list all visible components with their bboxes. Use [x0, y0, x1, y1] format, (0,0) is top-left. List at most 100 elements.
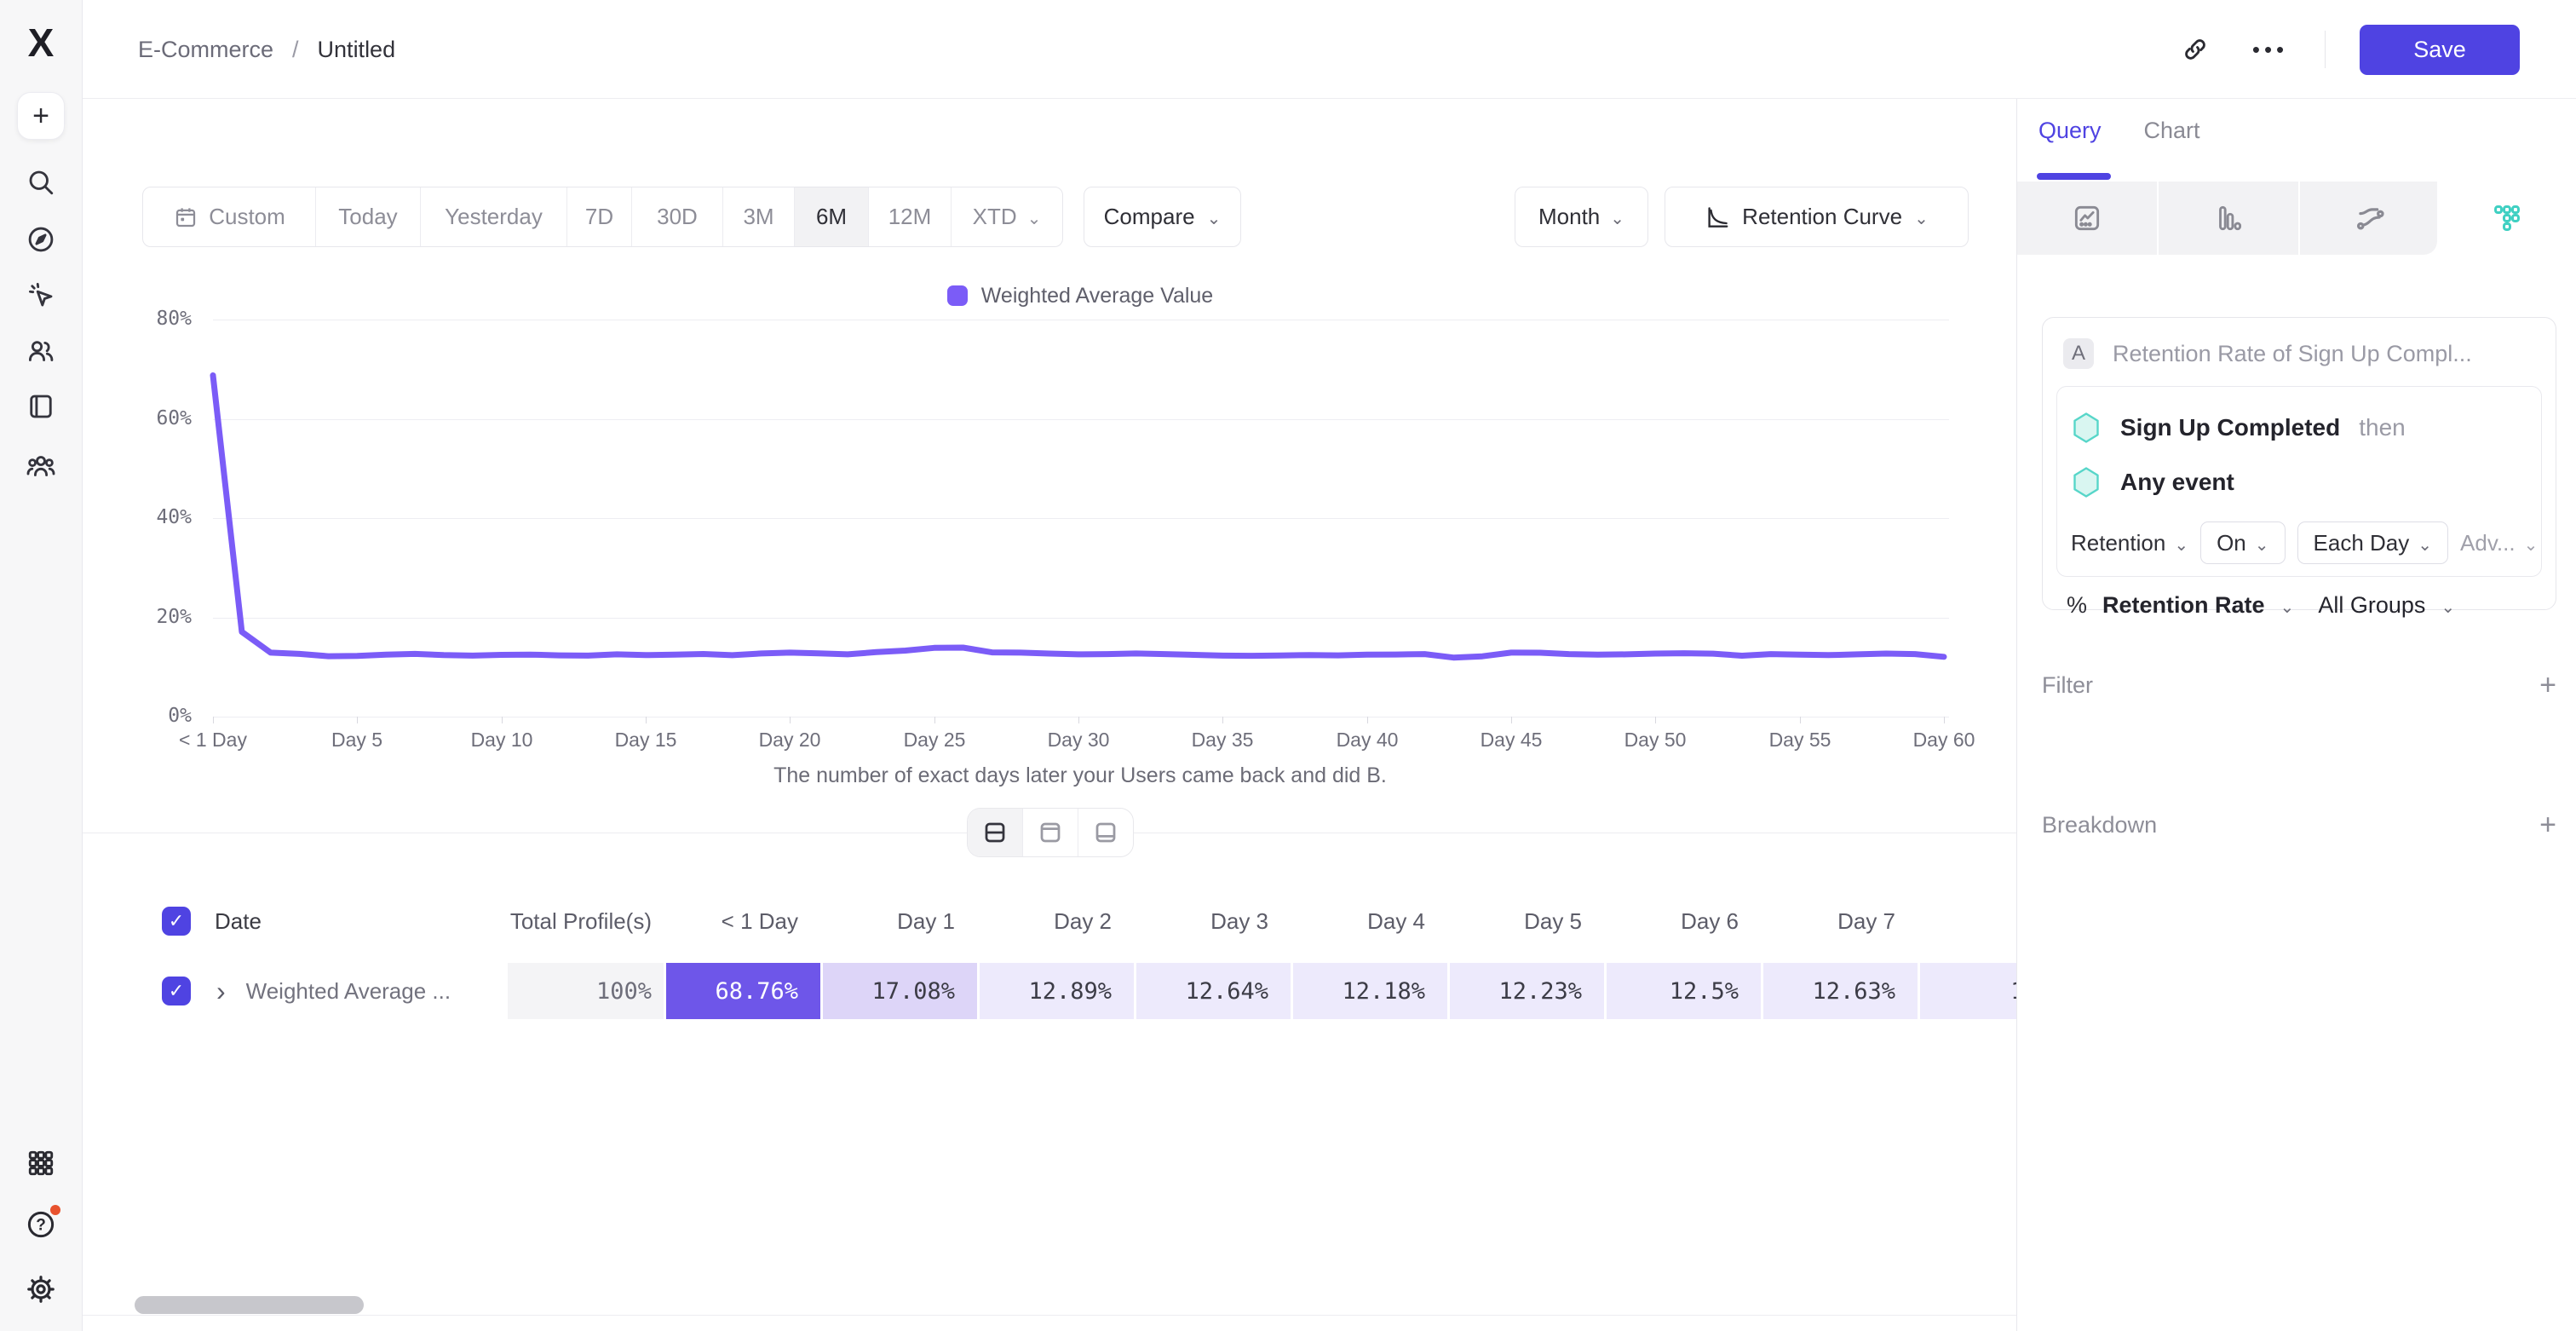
layout-toggle — [967, 808, 1134, 857]
x-axis-tick — [790, 717, 791, 723]
advanced-dropdown[interactable]: Adv... ⌄ — [2460, 530, 2538, 556]
date-header-cell: ✓ Date — [83, 907, 508, 936]
retention-line-chart[interactable]: 0% 20% 40% 60% 80% < 1 Day Day 5 Day 10 Day 15 Da… — [83, 281, 2016, 758]
table-header-row: ✓ Date Total Profile(s) < 1 Day Day 1 Day … — [83, 895, 2016, 948]
cohorts-icon[interactable] — [22, 447, 60, 485]
row-checkbox[interactable]: ✓ — [162, 977, 191, 1005]
settings-gear-icon[interactable] — [22, 1270, 60, 1308]
layout-chart-button[interactable] — [1023, 809, 1078, 856]
layout-split-button[interactable] — [968, 809, 1023, 856]
retention-table: ✓ Date Total Profile(s) < 1 Day Day 1 Day … — [83, 895, 2016, 1031]
explore-compass-icon[interactable] — [22, 221, 60, 258]
total-profiles-cell[interactable]: 100% — [508, 963, 664, 1019]
tab-query[interactable]: Query — [2038, 118, 2102, 143]
interval-dropdown[interactable]: Each Day ⌄ — [2297, 521, 2449, 564]
retention-curve-icon — [1705, 205, 1730, 230]
select-all-checkbox[interactable]: ✓ — [162, 907, 191, 936]
metric-dropdown[interactable]: Retention Rate — [2102, 592, 2265, 618]
date-range-today[interactable]: Today — [316, 187, 421, 246]
retention-value-cell[interactable]: 12.63% — [1763, 963, 1918, 1019]
report-type-strip — [2017, 182, 2576, 255]
mixpanel-logo-icon[interactable]: X — [27, 20, 55, 65]
more-options-icon[interactable]: ••• — [2251, 36, 2289, 62]
report-type-funnels[interactable] — [2159, 182, 2298, 255]
report-type-flows[interactable] — [2300, 182, 2440, 255]
events-cursor-icon[interactable] — [22, 276, 60, 314]
chart-type-button[interactable]: Retention Curve ⌄ — [1665, 187, 1969, 247]
help-icon[interactable]: ? — [22, 1202, 63, 1243]
search-icon[interactable] — [22, 164, 60, 201]
retention-type-label: Retention — [2071, 529, 2166, 556]
create-button[interactable]: + — [17, 92, 65, 140]
total-profiles-header[interactable]: Total Profile(s) — [509, 908, 652, 934]
chevron-down-icon: ⌄ — [2174, 535, 2189, 555]
chevron-down-icon: ⌄ — [2254, 535, 2269, 555]
x-axis-tick — [1367, 717, 1368, 723]
query-card: A Retention Rate of Sign Up Compl... Sig… — [2042, 317, 2556, 618]
retention-value-cell[interactable]: 17.08% — [823, 963, 977, 1019]
date-header-label[interactable]: Date — [215, 908, 262, 934]
breadcrumb-project[interactable]: E-Commerce — [138, 36, 274, 62]
chevron-down-icon: ⌄ — [2441, 598, 2456, 617]
query-title[interactable]: Retention Rate of Sign Up Compl... — [2113, 340, 2472, 366]
add-breakdown-button[interactable]: + — [2539, 809, 2556, 841]
date-range-3m[interactable]: 3M — [723, 187, 795, 246]
x-axis-label: Day 60 — [1912, 729, 1975, 751]
chart-caption: The number of exact days later your User… — [773, 763, 1387, 787]
row-label[interactable]: Weighted Average ... — [245, 977, 451, 1004]
day-column-header[interactable]: Day 2 — [980, 908, 1134, 935]
granularity-button[interactable]: Month ⌄ — [1515, 187, 1648, 247]
day-column-header[interactable]: Day 3 — [1136, 908, 1291, 935]
first-event-name[interactable]: Sign Up Completed — [2120, 414, 2341, 441]
retention-value-cell[interactable]: 12.64% — [1136, 963, 1291, 1019]
boards-icon[interactable] — [22, 388, 60, 425]
x-axis-label: Day 10 — [470, 729, 533, 751]
report-type-insights[interactable] — [2017, 182, 2157, 255]
retention-value-cell[interactable]: 12.89% — [980, 963, 1134, 1019]
date-range-label: 6M — [815, 204, 848, 229]
return-event-name[interactable]: Any event — [2120, 469, 2234, 495]
day-column-header[interactable]: Day 1 — [823, 908, 977, 935]
retention-value-cell[interactable]: 68.76% — [666, 963, 820, 1019]
users-icon[interactable] — [22, 332, 60, 370]
x-axis-tick — [646, 717, 647, 723]
day-column-header[interactable]: Day 6 — [1607, 908, 1761, 935]
day-column-header[interactable]: Day 5 — [1450, 908, 1604, 935]
day-column-header[interactable]: < 1 Day — [666, 908, 820, 935]
horizontal-scrollbar-thumb[interactable] — [135, 1296, 364, 1314]
row-expander-icon[interactable]: › — [216, 976, 226, 1006]
x-axis-label: Day 40 — [1336, 729, 1399, 751]
report-type-retention[interactable] — [2437, 182, 2576, 255]
save-button[interactable]: Save — [2360, 24, 2520, 75]
retention-value-cell[interactable]: 12. — [1920, 963, 2016, 1019]
retention-value-cell[interactable]: 12.23% — [1450, 963, 1604, 1019]
breadcrumb-report-title[interactable]: Untitled — [317, 36, 396, 62]
date-range-label: 7D — [584, 204, 614, 229]
add-filter-button[interactable]: + — [2539, 669, 2556, 701]
compare-button[interactable]: Compare ⌄ — [1084, 187, 1241, 247]
layout-table-button[interactable] — [1078, 809, 1133, 856]
retention-value-cell[interactable]: 12.5% — [1607, 963, 1761, 1019]
apps-grid-icon[interactable] — [22, 1144, 60, 1182]
date-range-custom[interactable]: Custom — [143, 187, 316, 246]
step-return-event: Any event — [2071, 465, 2234, 499]
date-range-7d[interactable]: 7D — [567, 187, 632, 246]
copy-link-icon[interactable] — [2175, 29, 2216, 70]
day-column-header[interactable]: Day 7 — [1763, 908, 1918, 935]
left-sidebar: X + — [0, 0, 83, 1331]
on-dropdown[interactable]: On ⌄ — [2200, 521, 2286, 564]
chart-legend[interactable]: Weighted Average Value — [213, 281, 1947, 310]
groups-dropdown[interactable]: All Groups — [2318, 592, 2426, 618]
chevron-down-icon: ⌄ — [1206, 210, 1222, 228]
tab-chart[interactable]: Chart — [2143, 118, 2200, 143]
day-column-header[interactable]: D — [1920, 908, 2016, 935]
retention-type-dropdown[interactable]: Retention ⌄ — [2071, 530, 2188, 556]
retention-value-cell[interactable]: 12.18% — [1293, 963, 1447, 1019]
date-range-6m[interactable]: 6M — [795, 187, 869, 246]
filter-section: Filter + — [2042, 668, 2556, 702]
date-range-30d[interactable]: 30D — [632, 187, 723, 246]
date-range-xtd[interactable]: XTD ⌄ — [952, 187, 1062, 246]
date-range-yesterday[interactable]: Yesterday — [421, 187, 567, 246]
date-range-12m[interactable]: 12M — [869, 187, 952, 246]
day-column-header[interactable]: Day 4 — [1293, 908, 1447, 935]
